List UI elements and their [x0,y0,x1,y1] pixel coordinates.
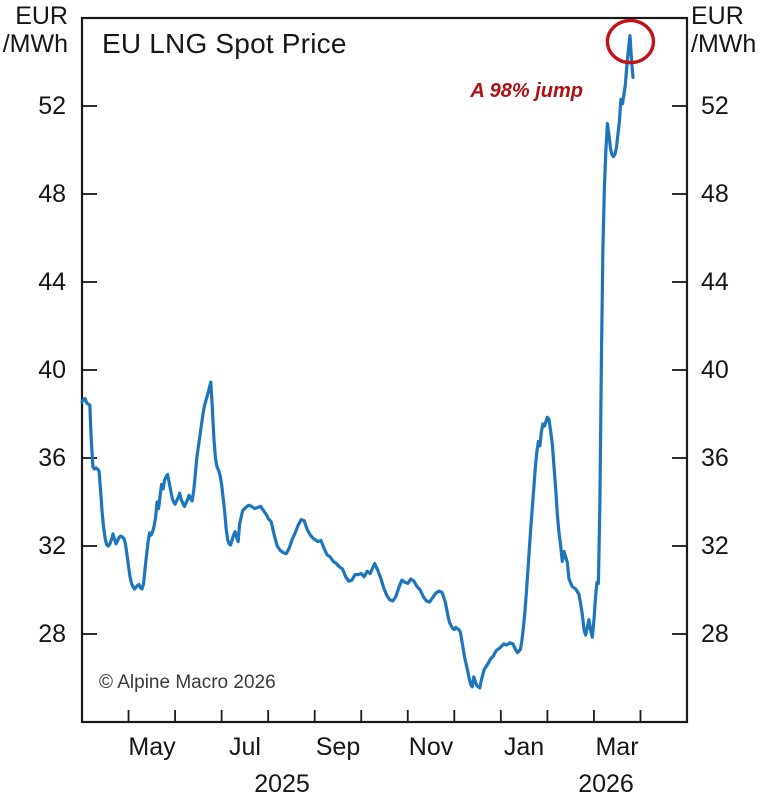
y-tick-label-left-52: 52 [38,92,66,120]
y-tick-label-left-48: 48 [38,180,66,208]
y-tick-label-right-28: 28 [701,620,729,648]
x-tick-label-jul: Jul [229,733,261,761]
y-axis-unit-left-line2: /MWh [2,30,68,58]
y-tick-label-left-32: 32 [38,532,66,560]
y-axis-unit-right: EUR /MWh [691,2,768,58]
x-tick-label-mar: Mar [595,733,639,761]
y-tick-label-left-44: 44 [38,268,66,296]
plot-frame [80,16,689,724]
y-tick-label-left-28: 28 [38,620,66,648]
y-tick-label-right-48: 48 [701,180,729,208]
y-axis-unit-left: EUR /MWh [0,2,68,58]
year-label-2026: 2026 [578,770,634,798]
y-axis-unit-right-line1: EUR [691,2,744,30]
y-axis-unit-left-line1: EUR [15,2,68,30]
peak-highlight-circle [605,18,656,65]
jump-annotation: A 98% jump [470,80,583,102]
y-tick-label-left-36: 36 [38,444,66,472]
y-tick-label-right-40: 40 [701,356,729,384]
x-tick-label-jan: Jan [503,733,545,761]
y-tick-label-right-36: 36 [701,444,729,472]
price-line [80,33,635,690]
y-tick-label-right-52: 52 [701,92,729,120]
x-tick-label-sep: Sep [315,733,361,761]
chart-title: EU LNG Spot Price [102,28,347,59]
x-tick-label-may: May [128,733,176,761]
y-tick-label-right-32: 32 [701,532,729,560]
y-axis-unit-right-line2: /MWh [691,30,757,58]
x-tick-label-nov: Nov [408,733,454,761]
year-label-2025: 2025 [254,770,310,798]
copyright-watermark: © Alpine Macro 2026 [99,672,276,693]
y-tick-label-right-44: 44 [701,268,729,296]
y-tick-label-left-40: 40 [38,356,66,384]
